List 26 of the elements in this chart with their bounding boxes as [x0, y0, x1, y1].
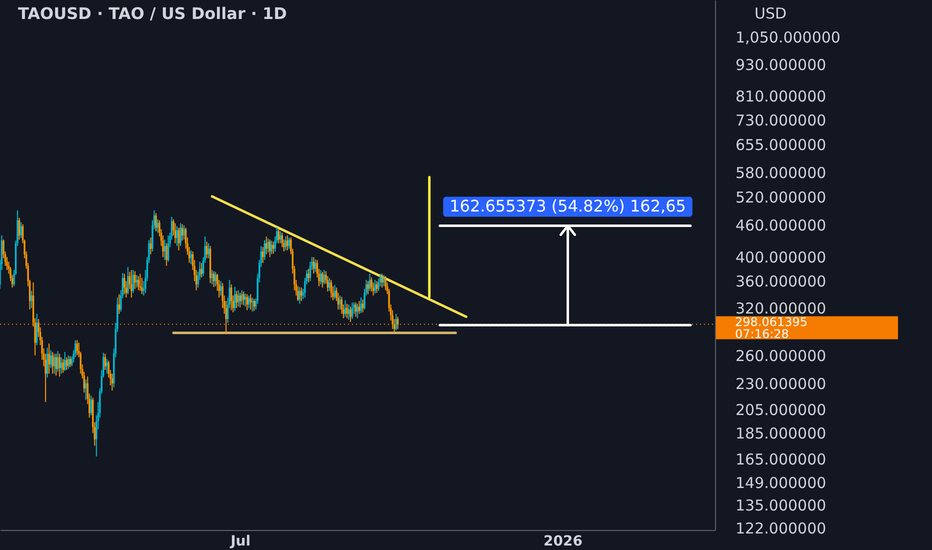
y-tick-label: 930.000000: [736, 56, 826, 74]
y-tick-label: 205.000000: [736, 401, 826, 420]
y-tick-label: 149.000000: [736, 474, 826, 492]
y-tick-label: 185.000000: [736, 424, 826, 443]
y-tick-label: 122.000000: [736, 520, 826, 538]
y-tick-label: 460.000000: [736, 216, 826, 235]
ref-line-label: 298.061395: [735, 315, 808, 330]
y-tick-label: 810.000000: [736, 88, 826, 106]
y-tick-label: 730.000000: [736, 111, 826, 130]
y-tick-label: 520.000000: [736, 188, 826, 207]
chart-title: TAOUSD · TAO / US Dollar · 1D: [18, 4, 287, 23]
annotation: 162.655373 (54.82%) 162,65: [450, 196, 686, 216]
y-axis-title: USD: [754, 4, 787, 22]
y-tick-label: 1,050.000000: [736, 28, 840, 46]
y-tick-label: 260.000000: [736, 346, 826, 365]
x-tick-label: Jul: [230, 534, 251, 550]
y-tick-label: 135.000000: [736, 496, 826, 515]
x-tick-label: 2026: [544, 534, 583, 550]
text: 07:16:28: [735, 327, 789, 342]
y-tick-label: 230.000000: [736, 374, 826, 393]
y-tick-label: 320.000000: [736, 300, 826, 318]
y-tick-label: 165.000000: [736, 450, 826, 469]
y-tick-label: 655.000000: [736, 136, 826, 154]
y-tick-label: 580.000000: [736, 164, 826, 182]
y-tick-label: 360.000000: [736, 272, 826, 291]
y-tick-label: 400.000000: [736, 248, 826, 267]
